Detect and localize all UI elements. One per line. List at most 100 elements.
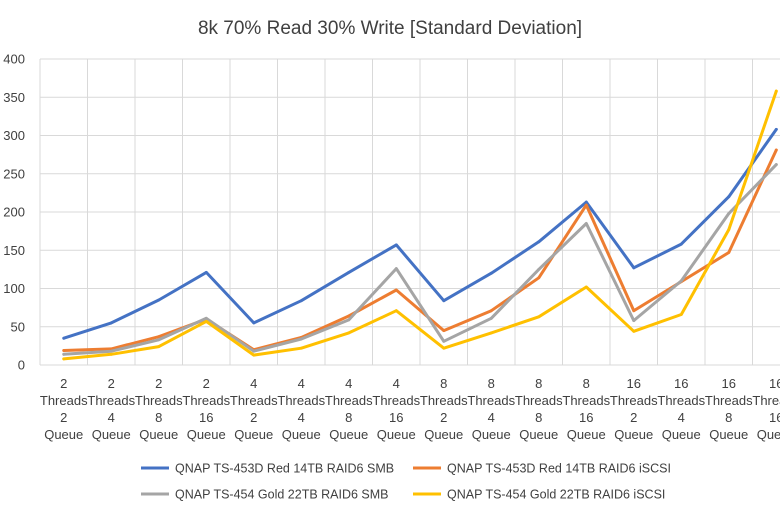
series-4-points <box>62 89 778 361</box>
data-point <box>62 349 66 352</box>
y-tick-label: 200 <box>3 205 25 220</box>
x-tick-label: Threads <box>277 393 325 408</box>
x-tick-label: Threads <box>40 393 88 408</box>
data-point <box>204 319 208 323</box>
x-tick-label: 8 <box>440 376 447 391</box>
x-tick-label: 8 <box>583 376 590 391</box>
x-tick-label: 4 <box>250 376 257 391</box>
data-point <box>252 349 256 353</box>
x-tick-label: 4 <box>298 376 305 391</box>
x-tick-label: Queue <box>567 427 606 442</box>
data-point <box>394 267 398 271</box>
data-point <box>774 163 778 166</box>
legend-item: QNAP TS-453D Red 14TB RAID6 SMB <box>141 462 394 476</box>
data-point <box>442 329 446 332</box>
data-point <box>204 316 208 320</box>
data-point <box>774 89 778 93</box>
data-point <box>727 228 731 231</box>
legend: QNAP TS-453D Red 14TB RAID6 SMB QNAP TS-4… <box>141 462 671 502</box>
x-tick-label: Queue <box>377 427 416 442</box>
series-1-points <box>62 127 778 340</box>
x-tick-label: Threads <box>420 393 468 408</box>
data-point <box>584 285 588 289</box>
data-point <box>489 316 493 320</box>
legend-item: QNAP TS-454 Gold 22TB RAID6 iSCSI <box>413 488 665 502</box>
data-point <box>347 331 351 335</box>
x-tick-label: Threads <box>657 393 705 408</box>
data-point <box>442 339 446 343</box>
data-point <box>109 349 113 353</box>
data-point <box>394 288 398 292</box>
data-point <box>537 315 541 319</box>
legend-item: QNAP TS-453D Red 14TB RAID6 iSCSI <box>413 462 671 476</box>
data-point <box>299 346 303 350</box>
x-tick-label: 2 <box>60 376 67 391</box>
x-tick-label: Threads <box>135 393 183 408</box>
x-tick-label: 4 <box>678 410 685 425</box>
data-point <box>347 314 351 318</box>
x-tick-label: 8 <box>488 376 495 391</box>
x-tick-label: 4 <box>345 376 352 391</box>
x-tick-label: Threads <box>467 393 515 408</box>
series-line-4 <box>62 89 778 361</box>
x-tick-label: 4 <box>393 376 400 391</box>
x-tick-label: 16 <box>674 376 688 391</box>
data-point <box>394 243 398 247</box>
data-point <box>489 331 493 335</box>
x-tick-label: Threads <box>562 393 610 408</box>
data-point <box>347 271 351 274</box>
x-tick-label: 2 <box>250 410 257 425</box>
x-tick-label: 2 <box>108 376 115 391</box>
gridlines <box>39 58 780 366</box>
x-tick-label: Threads <box>372 393 420 408</box>
data-point <box>584 200 588 204</box>
x-tick-label: 16 <box>627 376 641 391</box>
data-point <box>442 299 446 303</box>
chart-title: 8k 70% Read 30% Write [Standard Deviatio… <box>198 18 582 39</box>
data-point <box>157 338 161 342</box>
x-tick-label: Threads <box>610 393 658 408</box>
y-tick-label: 400 <box>3 52 25 67</box>
data-point <box>489 271 493 275</box>
x-tick-label: Queue <box>92 427 131 442</box>
series-line-1 <box>62 127 778 340</box>
data-point <box>584 203 588 207</box>
series-line-3 <box>62 163 778 356</box>
x-tick-label: Threads <box>182 393 230 408</box>
x-tick-label: 2 <box>60 410 67 425</box>
x-tick-label: 4 <box>488 410 495 425</box>
x-tick-label: 16 <box>769 410 780 425</box>
data-point <box>157 335 161 339</box>
y-tick-label: 250 <box>3 166 25 181</box>
data-point <box>252 321 256 325</box>
y-tick-label: 150 <box>3 243 25 258</box>
x-tick-label: 8 <box>535 410 542 425</box>
data-point <box>62 336 66 340</box>
legend-item: QNAP TS-454 Gold 22TB RAID6 SMB <box>141 488 389 502</box>
x-tick-label: Threads <box>752 393 780 408</box>
data-point <box>442 346 446 350</box>
x-tick-label: 4 <box>298 410 305 425</box>
series-lines <box>62 89 778 361</box>
data-point <box>157 298 161 302</box>
x-tick-label: 16 <box>769 376 780 391</box>
x-tick-label: Threads <box>705 393 753 408</box>
data-point <box>632 319 636 323</box>
x-axis-ticks: 2 Threads 2 Queue 2 Threads 4 Queue 2 Threads 8 Que… <box>40 376 780 442</box>
x-tick-label: Queue <box>709 427 748 442</box>
x-tick-label: Queue <box>187 427 226 442</box>
data-point <box>204 271 208 274</box>
x-tick-label: Queue <box>282 427 321 442</box>
x-tick-label: Queue <box>614 427 653 442</box>
data-point <box>727 212 731 215</box>
data-point <box>632 266 636 270</box>
legend-label: QNAP TS-454 Gold 22TB RAID6 SMB <box>175 488 389 502</box>
data-point <box>252 353 256 357</box>
data-point <box>774 148 778 152</box>
y-tick-label: 100 <box>3 281 25 296</box>
x-tick-label: Queue <box>139 427 178 442</box>
data-point <box>727 195 731 199</box>
x-tick-label: Threads <box>230 393 278 408</box>
x-tick-label: 8 <box>345 410 352 425</box>
